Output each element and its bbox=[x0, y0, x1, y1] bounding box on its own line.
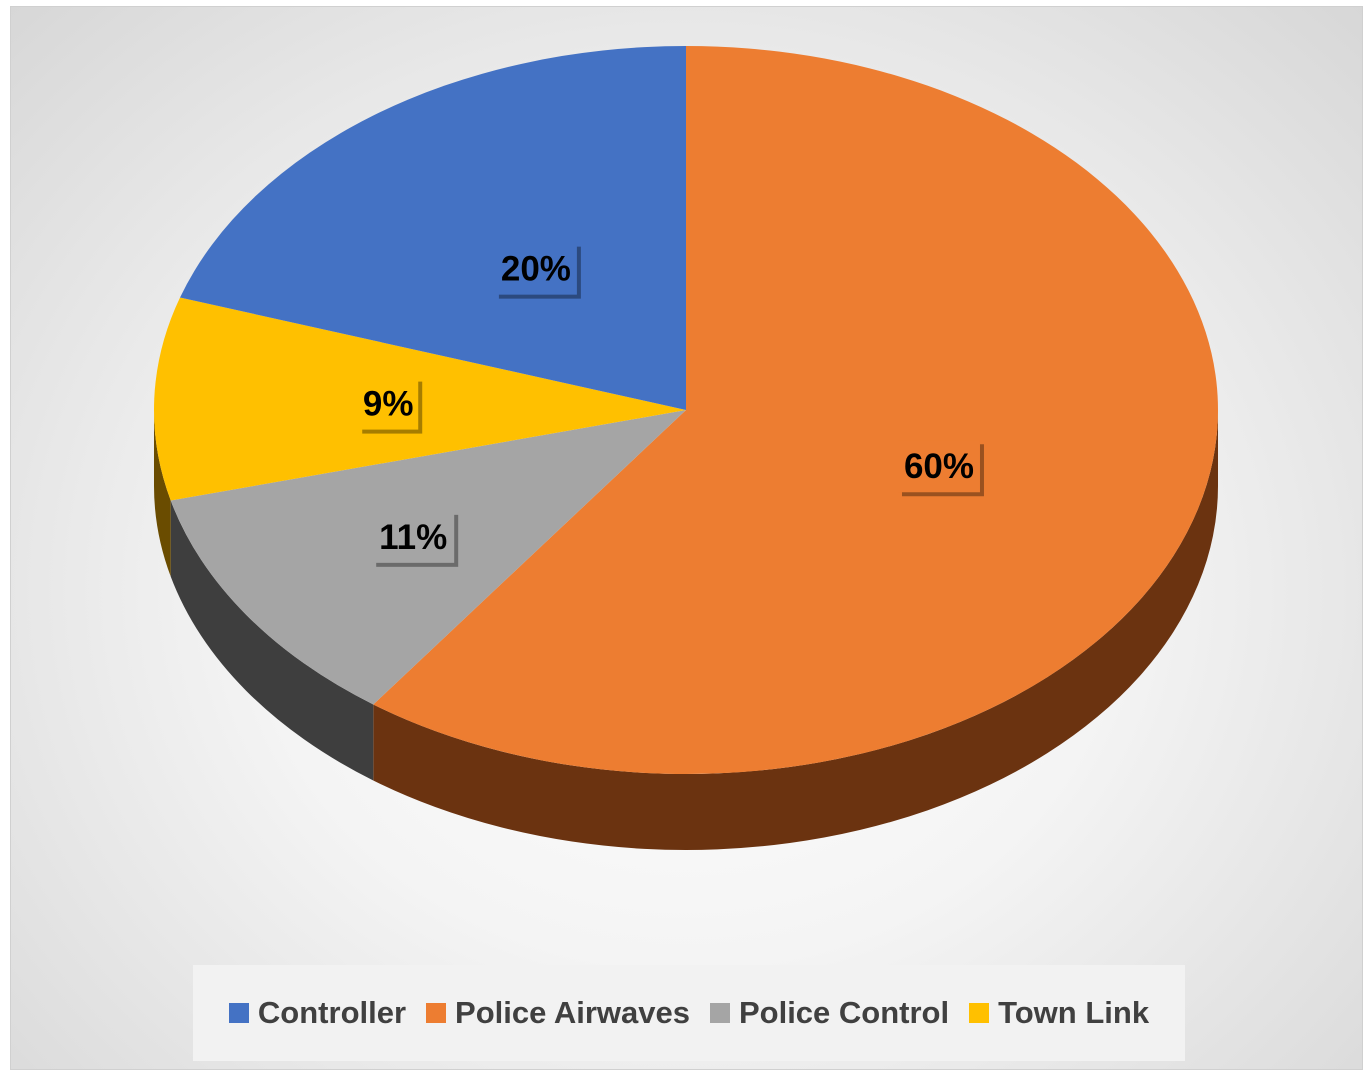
pie-slice-police-airwaves bbox=[373, 46, 1219, 774]
legend-swatch-controller bbox=[228, 1003, 249, 1023]
data-label-box bbox=[358, 377, 419, 430]
legend: Controller Police Airwaves Police Contro… bbox=[193, 965, 1185, 1061]
legend-label-police-control: Police Control bbox=[738, 995, 950, 1030]
pie-chart: 60% 11% 9% 20% bbox=[154, 46, 1219, 851]
data-label-controller: 20% bbox=[494, 242, 581, 299]
pie-side-walls bbox=[154, 410, 1219, 851]
legend-item-controller: Controller bbox=[228, 995, 407, 1031]
pie-slice-controller bbox=[180, 46, 686, 410]
legend-item-police-control: Police Control bbox=[709, 995, 950, 1031]
legend-label-controller: Controller bbox=[257, 995, 407, 1030]
data-label-box bbox=[897, 440, 980, 493]
pie-side-town-link bbox=[154, 410, 171, 577]
pie-data-labels: 60% 11% 9% 20% bbox=[358, 242, 984, 567]
pie-slice-town-link bbox=[154, 297, 686, 501]
chart-area: 60% 11% 9% 20% Controller Police Airwaves P… bbox=[10, 6, 1363, 1070]
data-label-police-control: 11% bbox=[372, 510, 459, 567]
data-label-text-town-link: 9% bbox=[363, 385, 414, 424]
data-label-box bbox=[494, 242, 577, 295]
pie-slices bbox=[154, 46, 1219, 774]
data-label-police-airwaves: 60% bbox=[897, 440, 984, 497]
legend-swatch-town-link bbox=[969, 1003, 990, 1023]
data-label-town-link: 9% bbox=[358, 377, 423, 434]
legend-swatch-police-airwaves bbox=[426, 1003, 447, 1023]
pie-side-police-airwaves bbox=[373, 410, 1219, 851]
data-label-text-police-airwaves: 60% bbox=[904, 447, 974, 486]
pie-side-police-control bbox=[170, 500, 374, 781]
data-label-text-police-control: 11% bbox=[379, 518, 447, 557]
legend-label-town-link: Town Link bbox=[998, 995, 1150, 1030]
legend-swatch-police-control bbox=[709, 1003, 730, 1023]
legend-item-police-airwaves: Police Airwaves bbox=[426, 995, 690, 1031]
data-label-text-controller: 20% bbox=[501, 250, 571, 289]
legend-label-police-airwaves: Police Airwaves bbox=[455, 995, 690, 1030]
legend-item-town-link: Town Link bbox=[969, 995, 1149, 1031]
data-label-box bbox=[372, 510, 455, 563]
